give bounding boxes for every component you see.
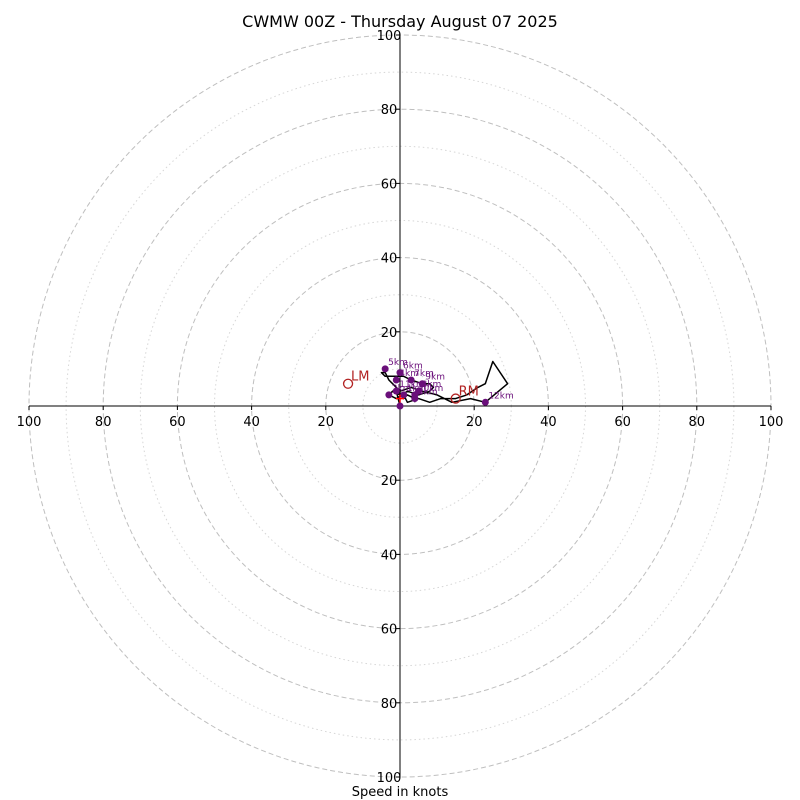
y-tick-label: 80 — [381, 103, 398, 118]
height-point — [400, 391, 408, 399]
height-point-label: 5km — [388, 358, 408, 368]
height-point-label: 2km — [392, 384, 412, 394]
height-point-label: 3km — [418, 388, 438, 398]
y-tick-label: 60 — [381, 623, 398, 638]
height-point-label: 8km — [422, 380, 442, 390]
height-points: 1km2km3km4km5km6km7km8km9km10km11km12km — [381, 358, 514, 410]
height-point — [392, 387, 400, 395]
x-tick-label: 20 — [466, 415, 483, 430]
storm-motion-markers: LM RM — [342, 370, 479, 404]
height-point — [407, 376, 415, 384]
height-point — [396, 369, 404, 377]
height-point — [481, 398, 489, 406]
x-tick-label: 20 — [318, 415, 335, 430]
x-tick-label: 40 — [243, 415, 260, 430]
y-tick-label: 40 — [381, 548, 398, 563]
height-point — [411, 391, 419, 399]
height-point-label: 11km — [399, 380, 424, 390]
height-point — [385, 391, 393, 399]
x-axis-label: Speed in knots — [352, 785, 449, 800]
axis-tick-labels: 100 100 80 80 60 60 40 40 20 20 20 20 40 40 60 60 80 80 10… — [17, 29, 784, 786]
height-point-label: 10km — [418, 384, 443, 394]
height-point — [381, 365, 389, 373]
height-point-label: 9km — [425, 373, 445, 383]
x-tick-label: 40 — [540, 415, 557, 430]
mean-wind-marker — [396, 394, 404, 403]
y-tick-label: 20 — [381, 474, 398, 489]
height-point — [396, 402, 404, 410]
height-point-label: 7km — [414, 369, 434, 379]
x-tick-label: 100 — [17, 415, 42, 430]
height-point — [418, 380, 426, 388]
y-tick-label: 40 — [381, 252, 398, 267]
storm-motion-label: LM — [351, 370, 369, 385]
x-tick-label: 100 — [759, 415, 784, 430]
height-point-label: 4km — [399, 369, 419, 379]
y-tick-label: 100 — [377, 771, 402, 786]
x-tick-label: 80 — [689, 415, 706, 430]
storm-motion-marker — [342, 378, 354, 389]
storm-motion-label: RM — [459, 385, 479, 400]
chart-title: CWMW 00Z - Thursday August 07 2025 — [242, 12, 558, 31]
height-point — [392, 376, 400, 384]
y-tick-label: 20 — [381, 326, 398, 341]
y-tick-label: 80 — [381, 697, 398, 712]
height-point-label: 12km — [488, 391, 513, 401]
height-point-label: 6km — [403, 362, 423, 372]
storm-motion-marker — [450, 393, 461, 404]
x-tick-label: 60 — [169, 415, 186, 430]
y-tick-label: 100 — [377, 29, 402, 44]
x-tick-label: 80 — [95, 415, 112, 430]
y-tick-label: 60 — [381, 177, 398, 192]
x-tick-label: 60 — [614, 415, 631, 430]
